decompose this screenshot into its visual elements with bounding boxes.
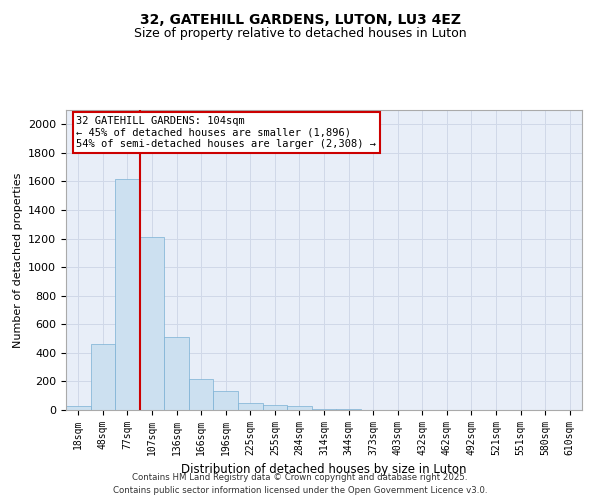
- Bar: [91, 344, 115, 410]
- Bar: [312, 408, 336, 410]
- Bar: [189, 380, 214, 410]
- Bar: [287, 406, 312, 410]
- Bar: [214, 392, 238, 410]
- Bar: [263, 405, 287, 410]
- Text: Contains HM Land Registry data © Crown copyright and database right 2025.
Contai: Contains HM Land Registry data © Crown c…: [113, 474, 487, 495]
- Bar: [238, 403, 263, 410]
- Y-axis label: Number of detached properties: Number of detached properties: [13, 172, 23, 348]
- X-axis label: Distribution of detached houses by size in Luton: Distribution of detached houses by size …: [181, 464, 467, 476]
- Bar: [164, 337, 189, 410]
- Text: 32, GATEHILL GARDENS, LUTON, LU3 4EZ: 32, GATEHILL GARDENS, LUTON, LU3 4EZ: [139, 12, 461, 26]
- Bar: [140, 237, 164, 410]
- Text: Size of property relative to detached houses in Luton: Size of property relative to detached ho…: [134, 28, 466, 40]
- Text: 32 GATEHILL GARDENS: 104sqm
← 45% of detached houses are smaller (1,896)
54% of : 32 GATEHILL GARDENS: 104sqm ← 45% of det…: [76, 116, 376, 149]
- Bar: [66, 406, 91, 410]
- Bar: [115, 178, 140, 410]
